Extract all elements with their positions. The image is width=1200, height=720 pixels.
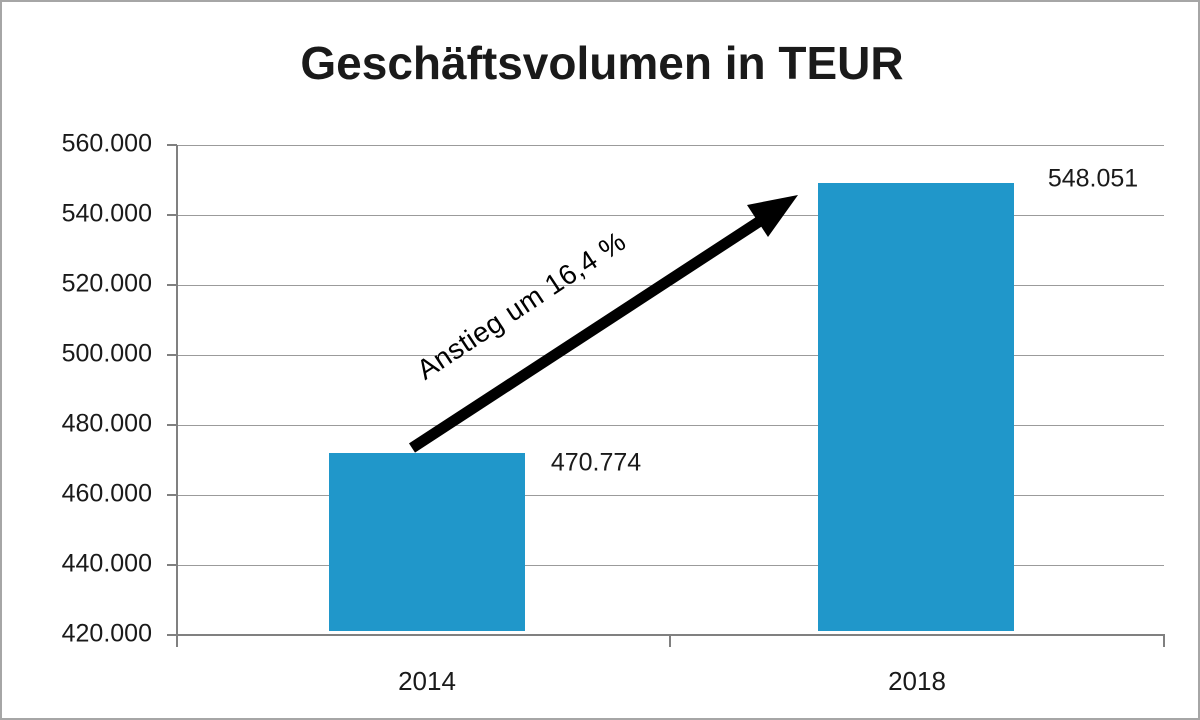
gridline-460000	[177, 495, 1164, 496]
gridline-520000	[177, 285, 1164, 286]
y-axis-tick	[167, 634, 177, 636]
trend-annotation-text: Anstieg um 16,4 %	[411, 225, 632, 386]
bar-2018	[818, 182, 1014, 631]
gridline-560000	[177, 145, 1164, 146]
data-label-2014: 470.774	[550, 448, 642, 477]
y-axis-label: 480.000	[61, 409, 152, 438]
data-label-2018: 548.051	[1047, 164, 1139, 193]
y-axis-label: 420.000	[61, 619, 152, 648]
y-axis-label: 520.000	[61, 269, 152, 298]
x-axis-tick	[1163, 635, 1165, 647]
y-axis-label: 460.000	[61, 479, 152, 508]
y-axis-tick	[167, 284, 177, 286]
category-label-2014: 2014	[398, 666, 456, 696]
y-axis-tick	[167, 494, 177, 496]
y-axis-label: 560.000	[61, 129, 152, 158]
y-axis-label: 540.000	[61, 199, 152, 228]
gridline-480000	[177, 425, 1164, 426]
y-axis-line	[176, 145, 178, 647]
gridline-540000	[177, 215, 1164, 216]
gridline-500000	[177, 355, 1164, 356]
y-axis-tick	[167, 424, 177, 426]
y-axis-tick	[167, 144, 177, 146]
x-axis-tick	[669, 635, 671, 647]
category-label-2018: 2018	[888, 666, 946, 696]
y-axis-label: 440.000	[61, 549, 152, 578]
y-axis-tick	[167, 354, 177, 356]
gridline-440000	[177, 565, 1164, 566]
chart-title: Geschäftsvolumen in TEUR	[300, 37, 904, 89]
bar-2014	[329, 453, 525, 631]
x-axis-tick	[176, 635, 178, 647]
y-axis-label: 500.000	[61, 339, 152, 368]
y-axis-tick	[167, 214, 177, 216]
y-axis-tick	[167, 564, 177, 566]
